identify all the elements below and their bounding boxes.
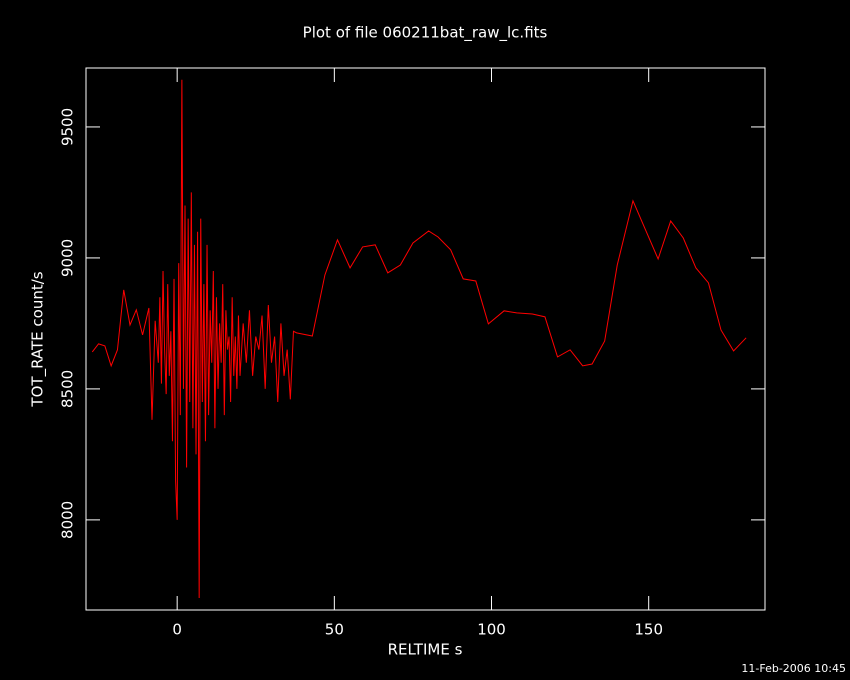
chart-title: Plot of file 060211bat_raw_lc.fits bbox=[303, 24, 548, 43]
x-tick-label: 100 bbox=[477, 621, 506, 639]
y-axis-label: TOT_RATE count/s bbox=[29, 271, 48, 407]
y-tick-label: 8500 bbox=[59, 370, 77, 408]
x-tick-label: 150 bbox=[634, 621, 663, 639]
data-line bbox=[91, 79, 747, 598]
y-tick-label: 8000 bbox=[59, 501, 77, 539]
x-tick-label: 50 bbox=[325, 621, 344, 639]
x-axis-label: RELTIME s bbox=[388, 641, 463, 659]
y-tick-label: 9500 bbox=[59, 108, 77, 146]
x-tick-label: 0 bbox=[172, 621, 182, 639]
plot-frame bbox=[85, 67, 766, 611]
footer: 11-Feb-2006 10:45 bbox=[741, 662, 846, 675]
y-tick-label: 9000 bbox=[59, 239, 77, 277]
